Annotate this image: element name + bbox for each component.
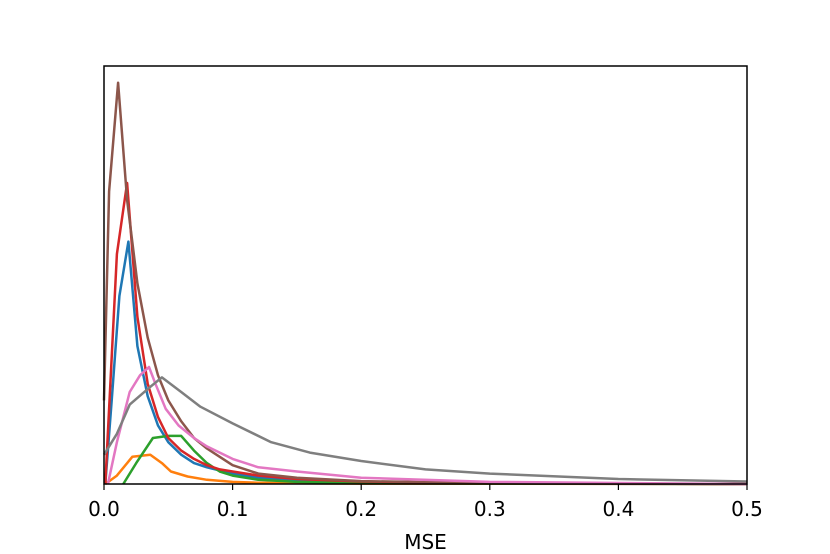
plot-frame <box>103 65 748 485</box>
x-tick-label: 0.4 <box>602 497 634 521</box>
x-tick-label: 0.0 <box>88 497 120 521</box>
series-line-6 <box>106 365 748 486</box>
series-line-4 <box>104 181 748 486</box>
x-tick-label: 0.3 <box>474 497 506 521</box>
series-line-7 <box>102 376 748 483</box>
x-axis-label: MSE <box>404 530 447 554</box>
x-tick-label: 0.5 <box>731 497 763 521</box>
series-line-2 <box>104 453 748 486</box>
series-line-5 <box>102 81 748 486</box>
x-tick-label: 0.1 <box>217 497 249 521</box>
x-tick-label: 0.2 <box>345 497 377 521</box>
x-axis-ticks: 0.0 0.1 0.2 0.3 0.4 0.5 <box>88 484 763 521</box>
series-line-1 <box>104 240 748 486</box>
plot-lines <box>102 81 748 486</box>
series-line-3 <box>122 434 748 486</box>
